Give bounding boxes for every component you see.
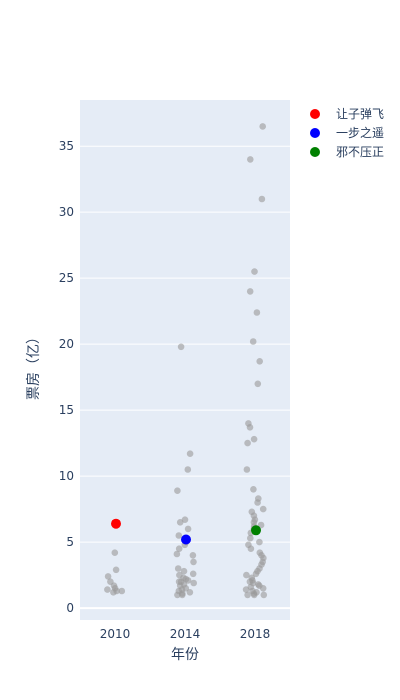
y-axis-title: 票房（亿） (26, 330, 42, 400)
data-point (173, 550, 181, 558)
data-point (258, 195, 266, 203)
data-point (251, 268, 258, 275)
data-point (250, 486, 257, 493)
data-point (257, 521, 265, 529)
x-tick-label: 2010 (100, 627, 131, 641)
data-point (186, 589, 194, 596)
data-point (186, 450, 194, 458)
data-point (175, 532, 183, 539)
highlight-point (251, 525, 261, 536)
data-point (250, 591, 258, 599)
data-point (256, 358, 264, 365)
x-axis-title: 年份 (171, 647, 199, 663)
data-point (242, 586, 250, 593)
data-point (174, 591, 181, 599)
data-point (112, 566, 120, 574)
highlight-point (181, 534, 191, 545)
data-point (189, 570, 197, 578)
data-point (247, 534, 254, 542)
legend-marker (310, 147, 320, 157)
x-tick-labels: 2010 2014 2018 (100, 627, 271, 641)
data-point (190, 558, 197, 566)
y-tick-labels: 0 5 10 15 20 25 30 35 (59, 139, 74, 615)
data-point (177, 343, 185, 351)
data-point (252, 570, 260, 578)
legend-marker (310, 128, 320, 138)
data-point (247, 156, 254, 163)
data-point (254, 380, 262, 388)
data-point (180, 567, 188, 575)
y-tick-label: 35 (59, 139, 74, 153)
data-point (244, 439, 251, 447)
data-point (260, 591, 268, 599)
data-point (244, 591, 251, 599)
data-point (118, 587, 126, 595)
data-point (259, 585, 267, 592)
data-point (250, 435, 258, 443)
highlight-points (111, 518, 261, 545)
data-point (259, 123, 267, 130)
data-point (104, 586, 111, 593)
x-tick-label: 2018 (240, 627, 271, 641)
legend-label: 邪不压正 (336, 145, 384, 159)
data-point (249, 338, 257, 345)
data-point (175, 545, 183, 552)
y-tick-label: 0 (66, 601, 74, 615)
data-point (174, 487, 181, 495)
data-point (254, 499, 261, 506)
data-point (190, 579, 197, 587)
y-tick-label: 20 (59, 337, 74, 351)
data-point (247, 545, 255, 552)
legend-marker (310, 109, 320, 119)
y-tick-label: 10 (59, 469, 74, 483)
data-point (179, 591, 186, 599)
data-point (176, 519, 184, 526)
data-point (174, 565, 182, 572)
data-point (184, 577, 192, 584)
y-tick-label: 5 (66, 535, 74, 549)
data-point (110, 589, 117, 596)
data-point (259, 505, 267, 513)
data-point (189, 552, 197, 559)
data-point (256, 538, 263, 546)
data-point (184, 525, 192, 533)
highlight-point (111, 518, 121, 529)
data-point (111, 549, 119, 556)
y-tick-label: 25 (59, 271, 74, 285)
data-point (243, 466, 251, 473)
legend-label: 一步之遥 (336, 126, 384, 140)
data-point (104, 573, 112, 580)
data-point (243, 571, 250, 579)
data-point (246, 288, 254, 295)
data-point (184, 466, 192, 473)
x-tick-label: 2014 (170, 627, 201, 641)
y-tick-label: 30 (59, 205, 74, 219)
data-point (253, 309, 261, 316)
y-tick-label: 15 (59, 403, 74, 417)
legend-label: 让子弹飞 (336, 107, 384, 121)
data-point (246, 424, 254, 431)
